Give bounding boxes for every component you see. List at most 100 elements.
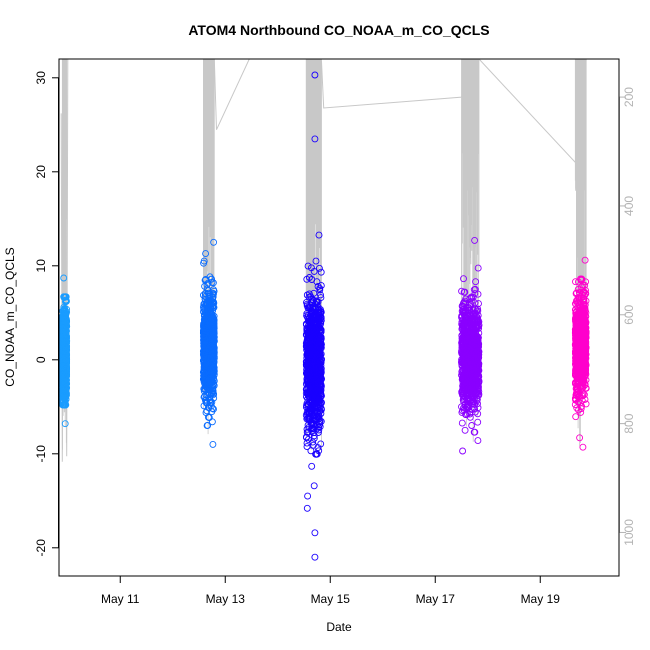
data-point [309,348,317,356]
data-point [582,384,590,392]
data-point [202,344,210,352]
data-point-outlier [304,492,312,500]
right-tick-label: 1000 [622,519,636,546]
data-point [466,380,474,388]
data-point [470,310,478,318]
data-point [462,328,469,336]
data-point [572,413,580,421]
data-point [314,309,322,317]
y-tick-label: 30 [34,71,48,85]
series-5 [571,256,590,451]
data-point [575,351,583,359]
data-point [313,278,321,286]
data-point [317,291,324,299]
data-point [572,309,580,317]
data-points [59,71,590,561]
data-point [571,370,579,378]
data-point-outlier [312,257,320,265]
data-point [471,380,479,388]
data-point [462,386,470,394]
data-point [573,320,581,328]
data-point [310,434,318,442]
right-tick-label: 400 [622,196,636,216]
data-point [210,326,218,334]
data-point-outlier [60,274,68,282]
data-point [208,385,216,393]
data-point-outlier [303,504,311,512]
data-point [62,358,70,366]
data-point [309,438,317,446]
data-point [572,290,580,297]
data-point [316,337,324,345]
data-point [208,418,216,426]
data-point [317,380,325,388]
data-point [316,286,324,294]
data-point [307,362,314,370]
data-point [575,369,583,377]
data-point [582,334,590,342]
right-tick-label: 200 [622,87,636,107]
data-point [574,385,582,393]
data-point [578,392,586,400]
data-point [200,257,208,265]
data-point [310,289,318,297]
data-point [579,316,587,324]
series-3 [302,71,325,561]
data-point [210,405,217,413]
data-point [474,343,482,351]
data-point [313,353,321,361]
data-point [573,381,581,389]
data-point [202,359,210,367]
data-point [461,339,469,347]
pressure-spikes [305,59,322,450]
data-point [310,267,318,275]
data-point [574,336,582,343]
data-point [204,421,212,429]
data-point [200,351,208,359]
data-point [463,323,471,331]
data-point [304,428,312,436]
data-point [203,342,211,350]
data-point [461,426,469,434]
data-point [316,418,324,426]
data-point [305,378,313,386]
data-point [313,356,321,364]
pressure-trace [60,59,587,462]
data-point [577,405,585,413]
data-point [59,307,67,315]
data-point [303,443,311,451]
data-point [469,338,477,346]
data-point [474,364,482,372]
data-point [467,393,475,400]
data-point-outlier [61,420,69,428]
data-point [309,330,317,338]
data-point [580,299,588,306]
data-point [314,429,322,436]
data-point [206,399,214,407]
data-point [202,290,209,297]
plot-frame [58,58,620,577]
data-point [474,390,482,398]
data-point [314,334,322,342]
data-point [460,275,467,283]
data-point-outlier [459,447,467,455]
data-point [306,375,314,383]
data-point [474,290,482,298]
data-point [202,398,210,406]
data-point [472,278,480,286]
data-point [475,347,482,355]
pressure-spikes [461,59,480,442]
data-point [309,394,317,402]
data-point [62,296,70,304]
x-tick-label: May 15 [311,592,351,606]
y-tick-label: 0 [34,356,48,363]
x-tick-label: May 17 [416,592,456,606]
data-point [316,394,324,402]
data-point [316,407,324,415]
data-point [302,403,310,411]
data-point [209,307,217,315]
data-point [62,341,69,349]
data-point [210,315,217,323]
